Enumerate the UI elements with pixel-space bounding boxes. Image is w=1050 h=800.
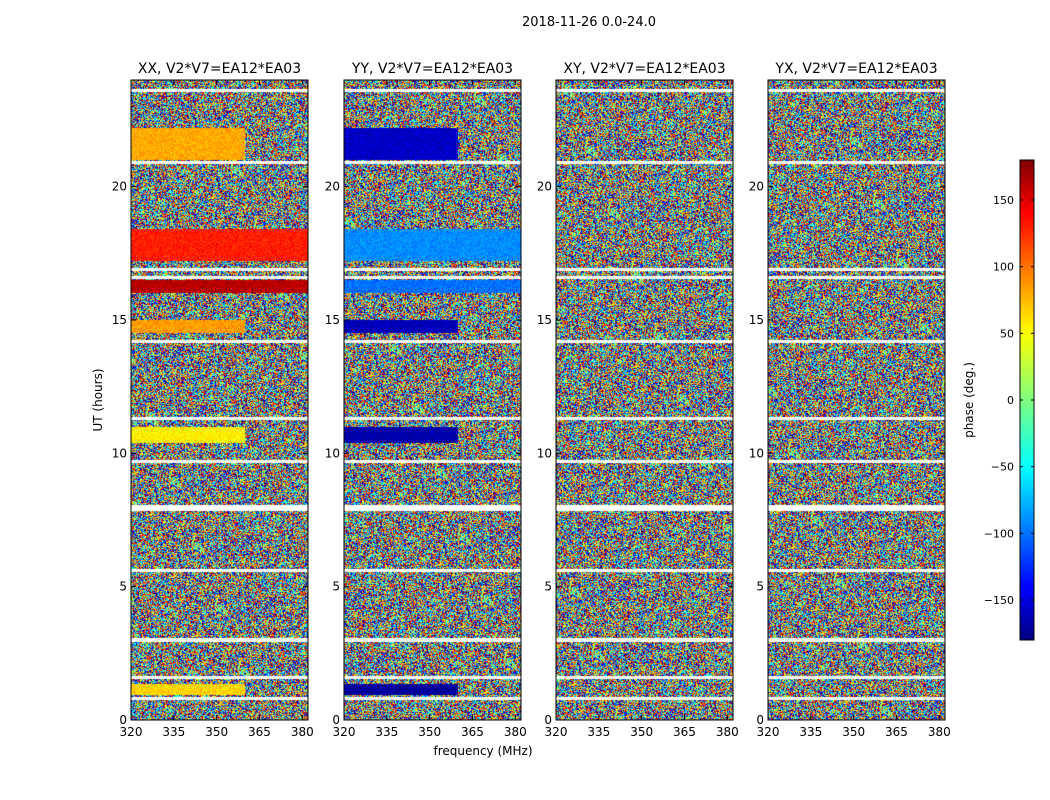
- y-tick-label: 20: [325, 180, 340, 194]
- y-tick-label: 20: [537, 180, 552, 194]
- y-tick-label: 20: [112, 180, 127, 194]
- y-tick-label: 10: [537, 446, 552, 460]
- colorbar-label: phase (deg.): [962, 362, 976, 438]
- x-tick-label: 380: [716, 725, 739, 739]
- panel-title: YX, V2*V7=EA12*EA03: [774, 61, 937, 77]
- x-tick-label: 320: [333, 725, 356, 739]
- x-tick-label: 380: [928, 725, 951, 739]
- heatmap-1: [131, 80, 308, 720]
- colorbar-tick-label: 0: [1007, 394, 1014, 407]
- x-tick-label: 365: [673, 725, 696, 739]
- panel-frame: [130, 79, 309, 721]
- panel-1: XX, V2*V7=EA12*EA03 320 335 350 365 380 0 5 10 15…: [112, 61, 314, 739]
- x-tick-label: 320: [120, 725, 143, 739]
- x-tick-label: 350: [630, 725, 653, 739]
- panel-2: YY, V2*V7=EA12*EA03 320 335 350 365 380 0 5 10 15…: [325, 61, 527, 739]
- x-tick-label: 380: [291, 725, 314, 739]
- colorbar-tick-label: −150: [984, 594, 1014, 607]
- panel-title: XY, V2*V7=EA12*EA03: [563, 61, 725, 77]
- figure-title: 2018-11-26 0.0-24.0: [522, 15, 656, 30]
- colorbar-tick-label: 100: [993, 261, 1014, 274]
- y-tick-label: 15: [749, 313, 764, 327]
- x-tick-label: 365: [461, 725, 484, 739]
- colorbar-tick-label: −100: [984, 527, 1014, 540]
- x-tick-label: 335: [799, 725, 822, 739]
- panel-frame: [555, 79, 734, 721]
- x-tick-label: 320: [757, 725, 780, 739]
- x-tick-label: 350: [842, 725, 865, 739]
- y-tick-label: 15: [537, 313, 552, 327]
- heatmap-4: [768, 80, 945, 720]
- y-tick-label: 10: [749, 446, 764, 460]
- y-tick-label: 5: [119, 580, 127, 594]
- x-tick-label: 320: [545, 725, 568, 739]
- y-axis-label: UT (hours): [91, 368, 105, 431]
- y-tick-label: 0: [332, 713, 340, 727]
- colorbar-tick-label: 50: [1000, 327, 1014, 340]
- panel-group: XX, V2*V7=EA12*EA03 320 335 350 365 380 0 5 10 15…: [112, 61, 951, 739]
- colorbar-tick-label: 150: [993, 194, 1014, 207]
- y-tick-label: 0: [119, 713, 127, 727]
- y-tick-label: 5: [544, 580, 552, 594]
- y-tick-label: 0: [756, 713, 764, 727]
- x-tick-label: 380: [504, 725, 527, 739]
- x-tick-label: 350: [205, 725, 228, 739]
- x-tick-label: 335: [162, 725, 185, 739]
- colorbar-tick-label: −50: [991, 461, 1014, 474]
- panel-4: YX, V2*V7=EA12*EA03 320 335 350 365 380 0 5 10 15…: [749, 61, 951, 739]
- y-tick-label: 10: [325, 446, 340, 460]
- y-tick-label: 5: [756, 580, 764, 594]
- y-tick-label: 15: [325, 313, 340, 327]
- y-tick-label: 15: [112, 313, 127, 327]
- y-tick-label: 0: [544, 713, 552, 727]
- heatmap-3: [556, 80, 733, 720]
- panel-title: XX, V2*V7=EA12*EA03: [138, 61, 301, 77]
- x-tick-label: 350: [418, 725, 441, 739]
- x-tick-label: 365: [885, 725, 908, 739]
- panel-title: YY, V2*V7=EA12*EA03: [351, 61, 513, 77]
- x-tick-label: 365: [248, 725, 271, 739]
- panel-frame: [343, 79, 522, 721]
- colorbar-ticks: 150 100 50 0 −50 −100 −150: [984, 194, 1034, 607]
- y-tick-label: 10: [112, 446, 127, 460]
- y-tick-label: 5: [332, 580, 340, 594]
- x-axis-label: frequency (MHz): [433, 744, 532, 758]
- panel-3: XY, V2*V7=EA12*EA03 320 335 350 365 380 0 5 10 15…: [537, 61, 739, 739]
- colorbar: 150 100 50 0 −50 −100 −150 phase (deg.): [962, 159, 1035, 641]
- x-tick-label: 335: [375, 725, 398, 739]
- x-tick-label: 335: [587, 725, 610, 739]
- heatmap-2: [344, 80, 521, 720]
- y-tick-label: 20: [749, 180, 764, 194]
- panel-frame: [767, 79, 946, 721]
